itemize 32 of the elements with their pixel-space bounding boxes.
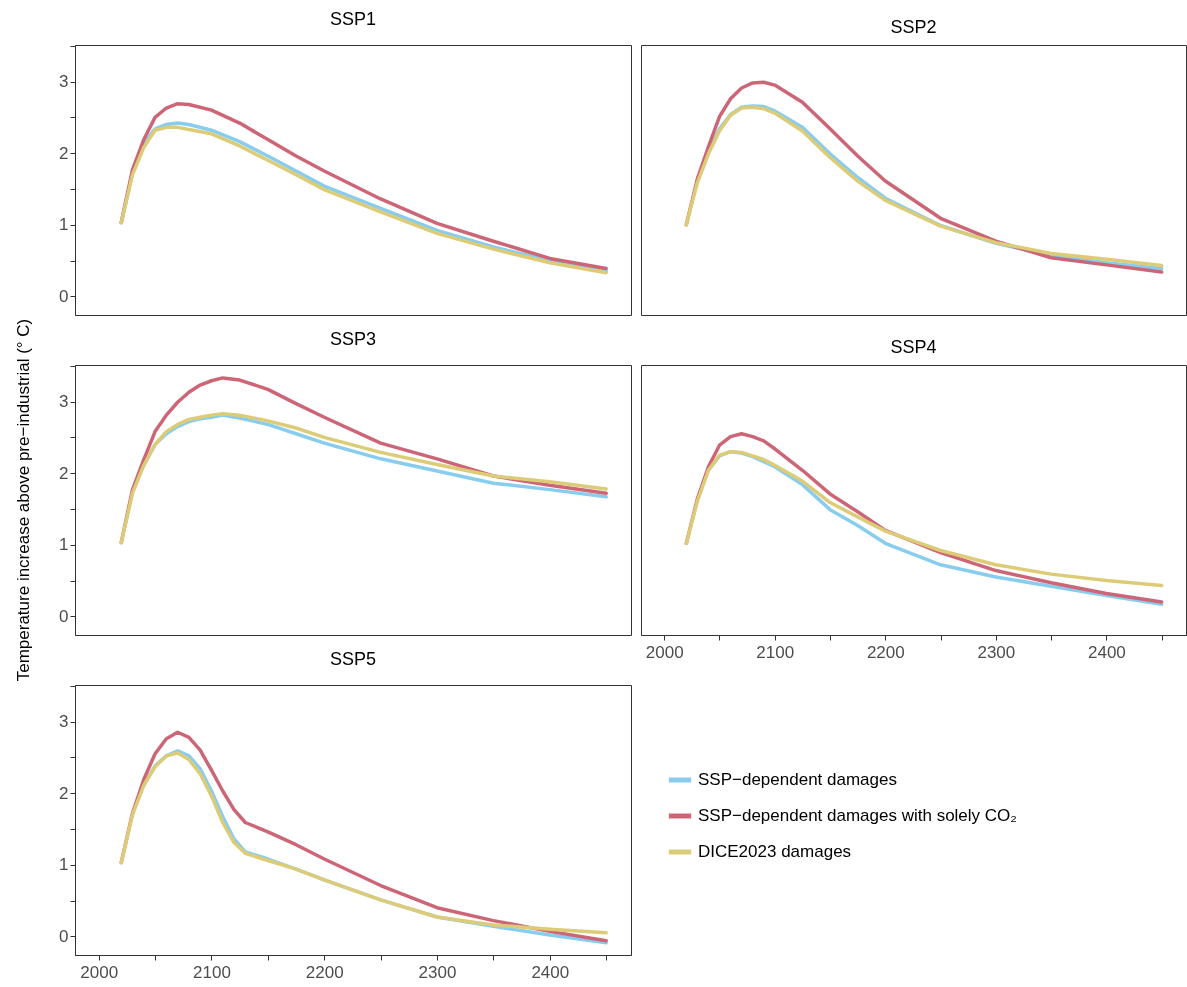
x-tick-label: 2300 <box>977 642 1016 662</box>
chart-title: SSP5 <box>329 648 377 669</box>
chart-title: SSP4 <box>890 337 937 357</box>
y-tick-label: 0 <box>59 286 69 306</box>
x-tick-label: 2200 <box>866 642 905 662</box>
x-tick-label: 2200 <box>305 962 344 982</box>
y-axis-title: Temperature increase above pre−industrial (° C) <box>14 318 34 682</box>
x-tick-label: 2100 <box>193 962 231 982</box>
x-tick-label: 2300 <box>418 962 457 982</box>
y-tick-label: 0 <box>59 926 69 946</box>
x-tick-label: 2400 <box>1087 642 1126 662</box>
chart-title: SSP3 <box>329 328 377 349</box>
y-tick-label: 3 <box>59 712 69 732</box>
y-tick-label: 0 <box>59 606 69 626</box>
y-tick-label: 3 <box>59 72 69 92</box>
x-tick-label: 2000 <box>645 642 684 662</box>
line-series <box>119 411 608 545</box>
y-tick-label: 1 <box>59 855 69 875</box>
y-tick-label: 2 <box>59 463 69 483</box>
chart-title: SSP1 <box>329 8 377 29</box>
x-tick-label: 2400 <box>531 962 570 982</box>
chart-title: SSP2 <box>890 17 937 37</box>
y-tick-label: 3 <box>59 392 69 412</box>
x-tick-label: 2000 <box>80 962 119 982</box>
legend-label: DICE2023 damages <box>698 842 852 861</box>
y-tick-label: 2 <box>59 783 69 803</box>
x-tick-label: 2100 <box>756 642 795 662</box>
y-tick-label: 1 <box>59 215 69 235</box>
legend-label: SSP−dependent damages with solely CO₂ <box>698 806 1017 825</box>
y-tick-label: 2 <box>59 143 69 163</box>
legend-label: SSP−dependent damages <box>698 770 897 789</box>
y-tick-label: 1 <box>59 535 69 555</box>
